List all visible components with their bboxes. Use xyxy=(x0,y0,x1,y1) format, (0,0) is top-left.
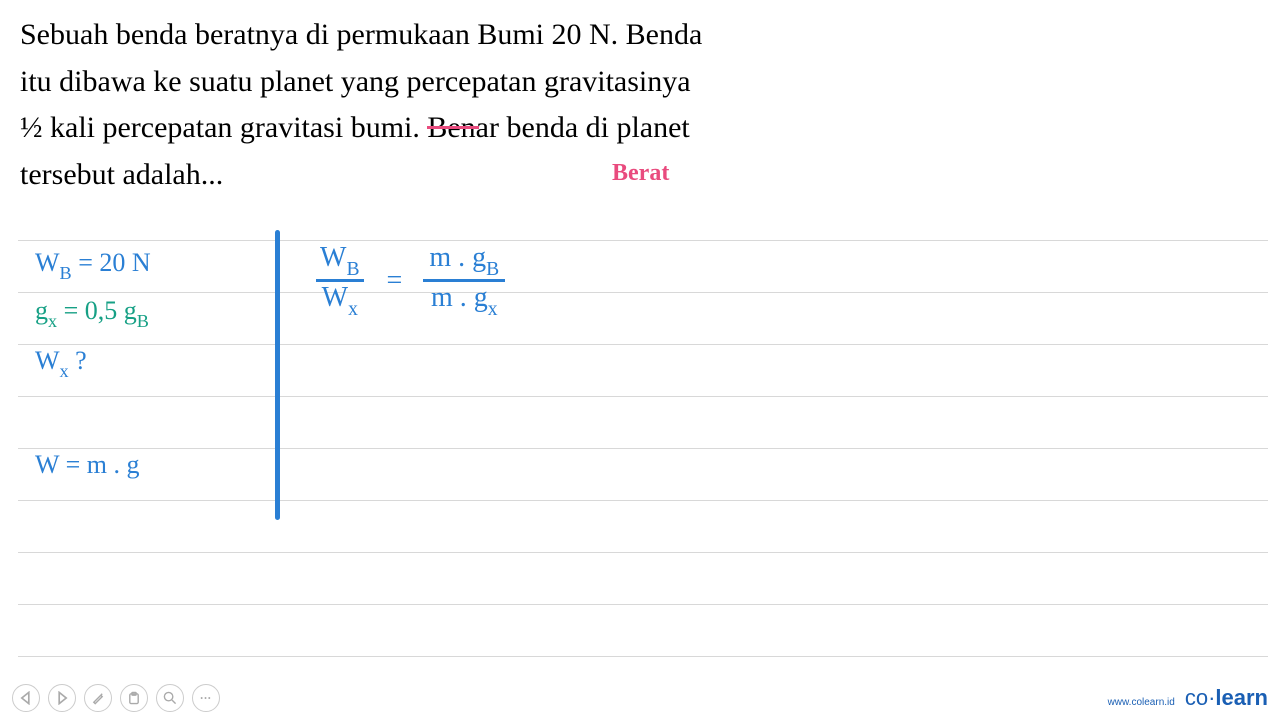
correction-annotation: Berat xyxy=(612,160,669,187)
ruled-line xyxy=(18,500,1268,501)
brand-logo: co·learn xyxy=(1185,685,1268,711)
ruled-line xyxy=(18,292,1268,293)
triangle-left-icon xyxy=(19,691,33,705)
ruled-line xyxy=(18,448,1268,449)
ruled-line xyxy=(18,552,1268,553)
pen-button[interactable] xyxy=(84,684,112,712)
zoom-button[interactable] xyxy=(156,684,184,712)
question-line1: Sebuah benda beratnya di permukaan Bumi … xyxy=(20,18,702,51)
brand-url: www.colearn.id xyxy=(1108,697,1175,708)
ruled-line xyxy=(18,604,1268,605)
question-line3-part2: benda di planet xyxy=(499,111,690,144)
brand-area: www.colearn.id co·learn xyxy=(1108,685,1268,711)
pen-icon xyxy=(91,691,105,705)
question-line3-part1: ½ kali percepatan gravitasi bumi. xyxy=(20,111,427,144)
question-line4: tersebut adalah... xyxy=(20,158,223,191)
equation-fractions: WB Wx = m . gB m . gx xyxy=(308,244,511,317)
ruled-line xyxy=(18,396,1268,397)
ruled-line xyxy=(18,344,1268,345)
more-button[interactable]: ••• xyxy=(192,684,220,712)
next-button[interactable] xyxy=(48,684,76,712)
work-area: WB = 20 N gx = 0,5 gB Wx ? W = m . g WB … xyxy=(0,230,1280,672)
given-wb: WB = 20 N xyxy=(35,250,151,280)
clipboard-button[interactable] xyxy=(120,684,148,712)
bottom-toolbar: ••• www.colearn.id co·learn xyxy=(0,676,1280,720)
formula-weight: W = m . g xyxy=(35,452,139,478)
struck-word: Benar xyxy=(427,105,499,152)
question-line2: itu dibawa ke suatu planet yang percepat… xyxy=(20,65,691,98)
strikethrough-line xyxy=(427,126,479,129)
dots-icon: ••• xyxy=(200,694,211,703)
find-wx: Wx ? xyxy=(35,348,87,378)
ruled-line xyxy=(18,656,1268,657)
given-gx: gx = 0,5 gB xyxy=(35,298,149,328)
prev-button[interactable] xyxy=(12,684,40,712)
zoom-icon xyxy=(163,691,177,705)
clipboard-icon xyxy=(127,691,141,705)
fraction-right: m . gB m . gx xyxy=(423,244,505,317)
triangle-right-icon xyxy=(55,691,69,705)
vertical-divider xyxy=(275,230,280,520)
fraction-left: WB Wx xyxy=(314,244,366,317)
ruled-line xyxy=(18,240,1268,241)
equals-sign: = xyxy=(387,267,403,295)
